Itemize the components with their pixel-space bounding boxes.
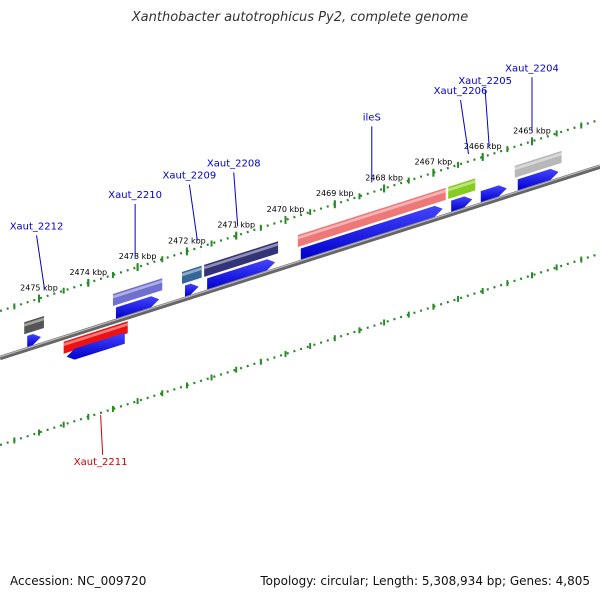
genome-summary-text: Topology: circular; Length: 5,308,934 bp… [260,574,590,588]
tick-label: 2469 kbp [316,189,354,198]
gene-feature-highlight [297,189,446,240]
tick-label: 2475 kbp [20,284,58,293]
gene-feature-iles [297,187,446,247]
gene-label-xaut-2206: Xaut_2206 [434,86,488,97]
tick-label: 2471 kbp [217,221,255,230]
label-leader [36,235,46,290]
gene-feature-xaut-2210 [112,278,163,306]
gene-feature-highlight [204,242,279,270]
genome-backbone [0,164,600,361]
orf-arrow [66,332,125,360]
accession-text: Accession: NC_009720 [10,574,147,588]
orf-arrow [517,168,559,191]
gene-label-xaut-2205: Xaut_2205 [458,76,512,87]
label-leader [484,90,490,147]
orf-arrow [184,283,199,297]
backbone-layer [0,164,600,361]
gene-feature-highlight [514,152,562,171]
label-leader [233,172,239,227]
feature-layer [24,150,562,354]
orf-layer [27,168,559,360]
gene-feature-xaut-2204 [514,150,562,178]
tick-label: 2468 kbp [365,173,403,182]
gene-feature-highlight [181,267,202,277]
gene-label-xaut-2204: Xaut_2204 [505,63,559,74]
label-leader [460,100,470,155]
gene-feature-highlight [63,322,128,347]
label-leader [100,414,104,455]
gene-feature-highlight [112,279,163,299]
gene-label-xaut-2208: Xaut_2208 [207,158,261,169]
gene-feature-xaut-2209 [181,265,202,284]
gene-feature-xaut-2211 [63,321,128,354]
tick-label: 2474 kbp [69,268,107,277]
tick-label: 2467 kbp [415,158,453,167]
orf-arrow [300,205,443,260]
orf-arrow [115,296,160,319]
gene-feature-xaut-2206 [448,178,476,200]
gene-feature-xaut-2212 [24,315,44,335]
gene-feature-highlight [24,317,44,327]
gene-label-xaut-2209: Xaut_2209 [163,171,217,182]
orf-arrow [451,196,473,212]
label-leader [188,184,198,241]
gene-feature-xaut-2208 [204,241,279,277]
genome-backbone-highlight [0,164,600,358]
orf-arrow [207,259,276,290]
page-title: Xanthobacter autotrophicus Py2, complete… [131,10,469,25]
gene-feature-highlight [448,179,476,192]
gene-label-xaut-2212: Xaut_2212 [10,221,64,232]
gene-label-iles: ileS [363,112,381,123]
gene-label-xaut-2211: Xaut_2211 [74,457,128,468]
outer-tick-ring [0,118,600,313]
gene-label-xaut-2210: Xaut_2210 [108,190,162,201]
tick-label: 2472 kbp [168,236,206,245]
tick-label: 2473 kbp [119,252,157,261]
tick-label: 2470 kbp [267,205,305,214]
orf-arrow [27,333,41,347]
tick-label: 2466 kbp [464,142,502,151]
orf-arrow [480,185,507,203]
